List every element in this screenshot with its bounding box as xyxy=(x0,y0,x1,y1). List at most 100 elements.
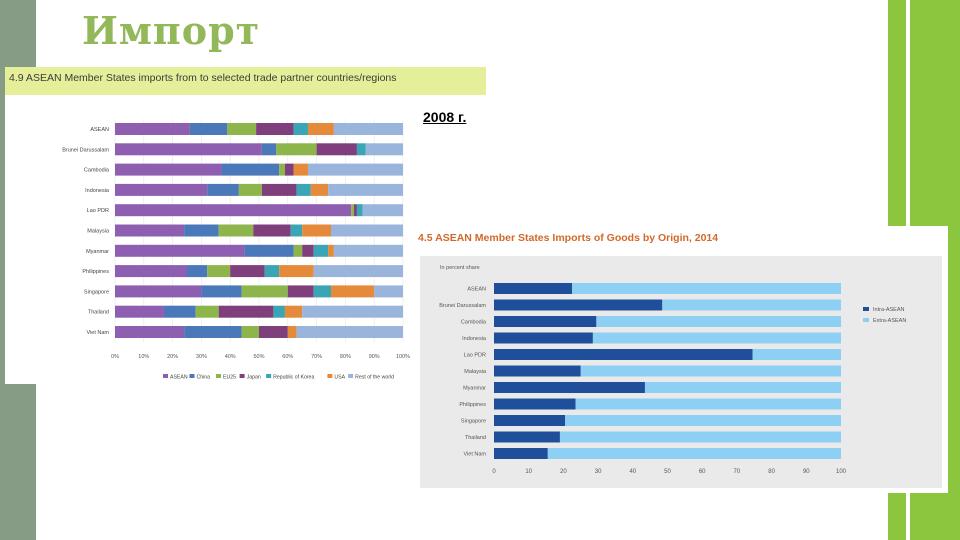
bar-segment xyxy=(227,123,257,135)
bar-segment xyxy=(279,163,285,176)
bar-segment xyxy=(752,349,841,360)
bar-segment xyxy=(307,123,334,135)
category-label: Viet Nam xyxy=(463,452,486,458)
bar-segment xyxy=(565,415,841,426)
bar-segment xyxy=(494,415,566,426)
legend-swatch xyxy=(189,374,195,378)
bar-segment xyxy=(331,224,403,237)
bar-segment xyxy=(261,183,297,196)
x-tick-label: 60 xyxy=(699,469,706,475)
x-tick-label: 50% xyxy=(253,354,264,360)
x-tick-label: 80 xyxy=(768,469,775,475)
bar-segment xyxy=(241,326,259,338)
bar-segment xyxy=(115,143,262,156)
bar-segment xyxy=(256,123,294,135)
category-label: Malaysia xyxy=(464,369,487,375)
bar-segment xyxy=(313,265,403,278)
x-tick-label: 70% xyxy=(311,354,322,360)
chart-2008-header: 4.9 ASEAN Member States imports from to … xyxy=(5,67,486,95)
category-label: Singapore xyxy=(461,419,486,425)
bar-segment xyxy=(572,283,841,294)
bar-segment xyxy=(302,224,331,237)
category-label: Myanmar xyxy=(463,386,486,392)
bar-segment xyxy=(559,431,841,443)
category-label: Lao PDR xyxy=(87,208,109,214)
chart-2014-panel: 4.5 ASEAN Member States Imports of Goods… xyxy=(418,226,948,493)
bar-segment xyxy=(218,305,274,318)
bar-segment xyxy=(115,265,187,278)
bar-segment xyxy=(351,204,355,217)
category-label: Malaysia xyxy=(87,229,110,235)
bar-segment xyxy=(296,183,311,196)
bar-segment xyxy=(115,123,190,135)
category-label: Brunei Darussalam xyxy=(439,303,486,309)
legend-swatch xyxy=(327,374,333,378)
bar-segment xyxy=(354,204,357,217)
bar-segment xyxy=(195,305,219,318)
category-label: Viet Nam xyxy=(86,330,109,336)
bar-segment xyxy=(547,448,841,459)
bar-segment xyxy=(374,285,403,298)
bar-segment xyxy=(284,305,303,318)
x-tick-label: 90 xyxy=(803,469,810,475)
bar-segment xyxy=(241,285,288,298)
category-label: Indonesia xyxy=(85,188,110,194)
year-label: 2008 г. xyxy=(423,109,467,125)
bar-segment xyxy=(494,299,663,311)
bar-segment xyxy=(279,265,314,278)
legend-swatch xyxy=(863,307,869,311)
bar-segment xyxy=(331,285,375,298)
bar-segment xyxy=(296,326,403,338)
chart-2014: In percent share 0 10 20 30 40 50 60 70 80 90 100 AS… xyxy=(420,256,942,488)
bar-segment xyxy=(575,398,841,410)
bar-segment xyxy=(494,382,645,393)
category-label: Philippines xyxy=(459,402,486,408)
bar-segment xyxy=(115,244,245,257)
bar-segment xyxy=(276,143,317,156)
x-tick-label: 0 xyxy=(492,469,496,475)
bar-segment xyxy=(310,183,329,196)
slide-title: Импорт xyxy=(82,8,261,53)
bar-segment xyxy=(273,305,285,318)
bar-segment xyxy=(184,326,242,338)
category-label: Philippines xyxy=(82,269,109,275)
bar-segment xyxy=(293,244,303,257)
bar-segment xyxy=(494,316,597,327)
bar-segment xyxy=(244,244,294,257)
bar-segment xyxy=(115,305,164,318)
x-tick-label: 100 xyxy=(836,469,847,475)
bar-segment xyxy=(230,265,265,278)
bar-segment xyxy=(115,326,185,338)
legend-swatch xyxy=(216,374,221,378)
bar-segment xyxy=(163,305,196,318)
x-tick-label: 40% xyxy=(225,354,236,360)
bar-segment xyxy=(201,285,242,298)
bar-segment xyxy=(494,349,753,360)
bar-segment xyxy=(287,285,314,298)
category-label: ASEAN xyxy=(467,287,486,293)
bar-segment xyxy=(284,163,294,176)
chart-2008-panel: 4.9 ASEAN Member States imports from to … xyxy=(5,67,486,384)
bar-segment xyxy=(207,265,231,278)
bar-segment xyxy=(328,183,403,196)
x-tick-label: 10% xyxy=(138,354,149,360)
legend-label: Japan xyxy=(247,375,261,381)
x-tick-label: 20% xyxy=(167,354,178,360)
legend-label: Extra-ASEAN xyxy=(873,318,906,324)
bar-segment xyxy=(218,224,254,237)
bar-segment xyxy=(333,244,403,257)
bar-segment xyxy=(184,224,219,237)
legend-swatch xyxy=(266,374,272,378)
category-label: ASEAN xyxy=(90,127,109,133)
legend-label: ASEAN xyxy=(170,375,188,381)
bar-segment xyxy=(221,163,280,176)
chart-2008-title: 4.9 ASEAN Member States imports from to … xyxy=(9,72,397,84)
bar-segment xyxy=(115,204,352,217)
legend-label: Intra-ASEAN xyxy=(873,307,905,313)
bar-segment xyxy=(328,244,334,257)
bar-segment xyxy=(365,143,403,156)
x-tick-label: 70 xyxy=(734,469,741,475)
bar-segment xyxy=(307,163,403,176)
bar-segment xyxy=(362,204,403,217)
bar-segment xyxy=(115,285,202,298)
